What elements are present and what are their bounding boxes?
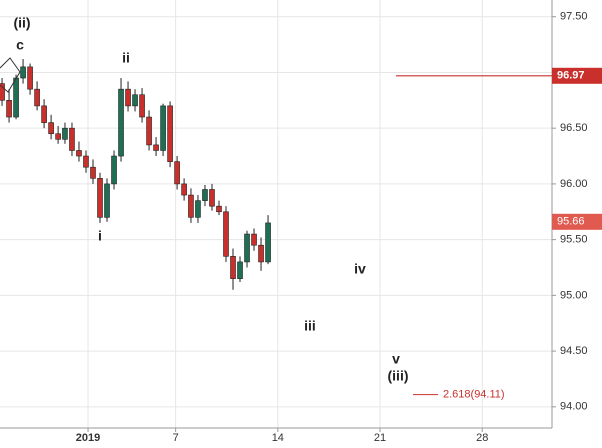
candle-body	[188, 194, 194, 218]
candle-body	[216, 205, 222, 213]
wave-label: c	[16, 37, 24, 53]
last-price-label: 95.66	[557, 216, 585, 228]
candle-body	[181, 183, 187, 196]
candle-body	[69, 127, 75, 151]
candle-body	[132, 94, 138, 107]
plot	[0, 59, 271, 290]
candle-body	[174, 161, 180, 185]
wave-label: (iii)	[388, 368, 409, 384]
level-label: 96.97	[557, 70, 585, 82]
candle-body	[202, 189, 208, 201]
candle-body	[55, 133, 61, 140]
candle-body	[27, 66, 33, 90]
overlay: 96.9795.662.618(94.11)(ii)ciiiiviiiv(iii…	[13, 15, 602, 400]
candle-body	[125, 88, 131, 107]
last-price-box	[552, 213, 602, 230]
candle-body	[251, 233, 257, 246]
candle-body	[265, 222, 271, 263]
wave-label: ii	[122, 50, 130, 66]
candle-body	[104, 183, 110, 218]
y-tick-label: 97.50	[560, 11, 588, 23]
candle-body	[6, 100, 12, 118]
candle-body	[244, 233, 250, 263]
candle-body	[153, 144, 159, 151]
candle-body	[160, 105, 166, 151]
x-tick-label: 14	[272, 432, 284, 444]
x-tick-label: 2019	[76, 432, 100, 444]
candle-body	[20, 66, 26, 79]
x-tick-label: 7	[173, 432, 179, 444]
y-tick-label: 96.00	[560, 178, 588, 190]
candle-body	[83, 155, 89, 168]
wave-label: iii	[304, 318, 316, 334]
candle-body	[146, 116, 152, 146]
x-tick-label: 21	[374, 432, 386, 444]
candle-body	[90, 166, 96, 179]
drawing-shape	[0, 57, 21, 93]
candle-body	[258, 244, 264, 263]
projection-label: 2.618(94.11)	[443, 388, 505, 400]
level-label-box	[552, 67, 602, 84]
candle-body	[34, 88, 40, 107]
y-tick-label: 94.50	[560, 345, 588, 357]
candle-body	[230, 256, 236, 279]
wave-label: i	[98, 228, 102, 244]
candle-body	[48, 122, 54, 135]
candle-body	[118, 88, 124, 157]
candle-body	[237, 261, 243, 279]
candle-body	[0, 83, 5, 101]
candle-body	[167, 105, 173, 162]
y-tick-label: 95.00	[560, 289, 588, 301]
y-tick-label: 94.00	[560, 401, 588, 413]
candle-body	[223, 211, 229, 257]
wave-label: v	[392, 351, 400, 367]
y-tick-label: 96.50	[560, 122, 588, 134]
wave-label: (ii)	[13, 15, 30, 31]
candle-body	[76, 150, 82, 157]
y-tick-label: 95.50	[560, 234, 588, 246]
candle-body	[139, 94, 145, 118]
candle-body	[62, 127, 68, 140]
candle-body	[13, 77, 19, 118]
candle-body	[41, 105, 47, 123]
wave-label: iv	[354, 261, 366, 277]
x-tick-label: 28	[476, 432, 488, 444]
candle-body	[97, 178, 103, 218]
candle-body	[111, 155, 117, 185]
candle-body	[195, 200, 201, 218]
candle-body	[209, 189, 215, 207]
